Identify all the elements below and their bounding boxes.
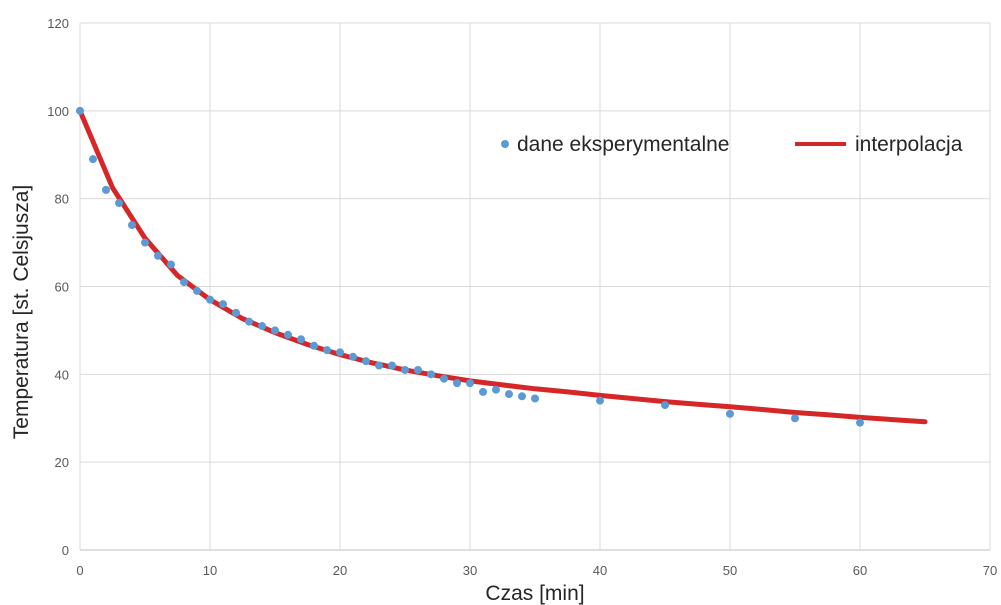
data-point xyxy=(89,155,97,164)
legend-label-experimental: dane eksperymentalne xyxy=(517,133,729,156)
data-point xyxy=(258,322,266,331)
data-point xyxy=(167,260,175,269)
data-point xyxy=(219,300,227,309)
x-axis-title: Czas [min] xyxy=(485,582,584,605)
data-point xyxy=(154,251,162,260)
y-tick-label: 80 xyxy=(55,192,69,207)
data-point xyxy=(791,414,799,423)
y-tick-label: 60 xyxy=(55,280,69,295)
interpolation-series xyxy=(77,108,928,425)
y-tick-label: 100 xyxy=(47,104,69,119)
x-tick-label: 60 xyxy=(853,563,867,578)
data-point xyxy=(518,392,526,401)
interpolation-line xyxy=(77,108,928,425)
x-tick-label: 70 xyxy=(983,563,997,578)
data-point xyxy=(128,221,136,230)
data-point xyxy=(466,379,474,388)
y-tick-label: 40 xyxy=(55,367,69,382)
y-axis-title: Temperatura [st. Celsjusza] xyxy=(10,185,33,439)
data-point xyxy=(349,352,357,361)
x-tick-label: 50 xyxy=(723,563,737,578)
data-point xyxy=(115,199,123,208)
data-point xyxy=(440,374,448,383)
data-point xyxy=(401,365,409,374)
data-point xyxy=(726,409,734,418)
grid xyxy=(79,22,991,551)
x-tick-label: 0 xyxy=(76,563,83,578)
x-tick-label: 40 xyxy=(593,563,607,578)
data-point xyxy=(323,346,331,355)
data-point xyxy=(453,379,461,388)
x-axis-ticks: 0 10 20 30 40 50 60 70 xyxy=(76,563,997,578)
legend-marker-experimental xyxy=(501,140,509,148)
y-tick-label: 120 xyxy=(47,16,69,31)
data-point xyxy=(271,326,279,335)
data-point xyxy=(505,390,513,399)
data-point xyxy=(141,238,149,247)
y-axis-ticks: 0 20 40 60 80 100 120 xyxy=(47,16,69,558)
data-point xyxy=(531,394,539,403)
data-point xyxy=(492,385,500,394)
y-tick-label: 0 xyxy=(62,543,69,558)
data-point xyxy=(479,387,487,396)
y-tick-label: 20 xyxy=(55,455,69,470)
data-point xyxy=(375,361,383,370)
data-point xyxy=(310,341,318,350)
data-point xyxy=(388,361,396,370)
data-point xyxy=(76,106,84,115)
data-point xyxy=(232,308,240,317)
data-point xyxy=(180,278,188,287)
data-point xyxy=(427,370,435,379)
x-tick-label: 30 xyxy=(463,563,477,578)
legend: dane eksperymentalne interpolacja xyxy=(501,133,963,156)
x-tick-label: 20 xyxy=(333,563,347,578)
data-point xyxy=(193,286,201,295)
data-point xyxy=(245,317,253,326)
data-point xyxy=(102,185,110,194)
data-point xyxy=(596,396,604,405)
data-point xyxy=(206,295,214,304)
data-point xyxy=(336,348,344,357)
data-point xyxy=(297,335,305,344)
data-point xyxy=(661,401,669,410)
data-point xyxy=(362,357,370,366)
data-point xyxy=(856,418,864,427)
legend-label-interpolation: interpolacja xyxy=(855,133,963,156)
data-point xyxy=(284,330,292,339)
data-point xyxy=(414,365,422,374)
experimental-points xyxy=(76,106,864,427)
x-tick-label: 10 xyxy=(203,563,217,578)
